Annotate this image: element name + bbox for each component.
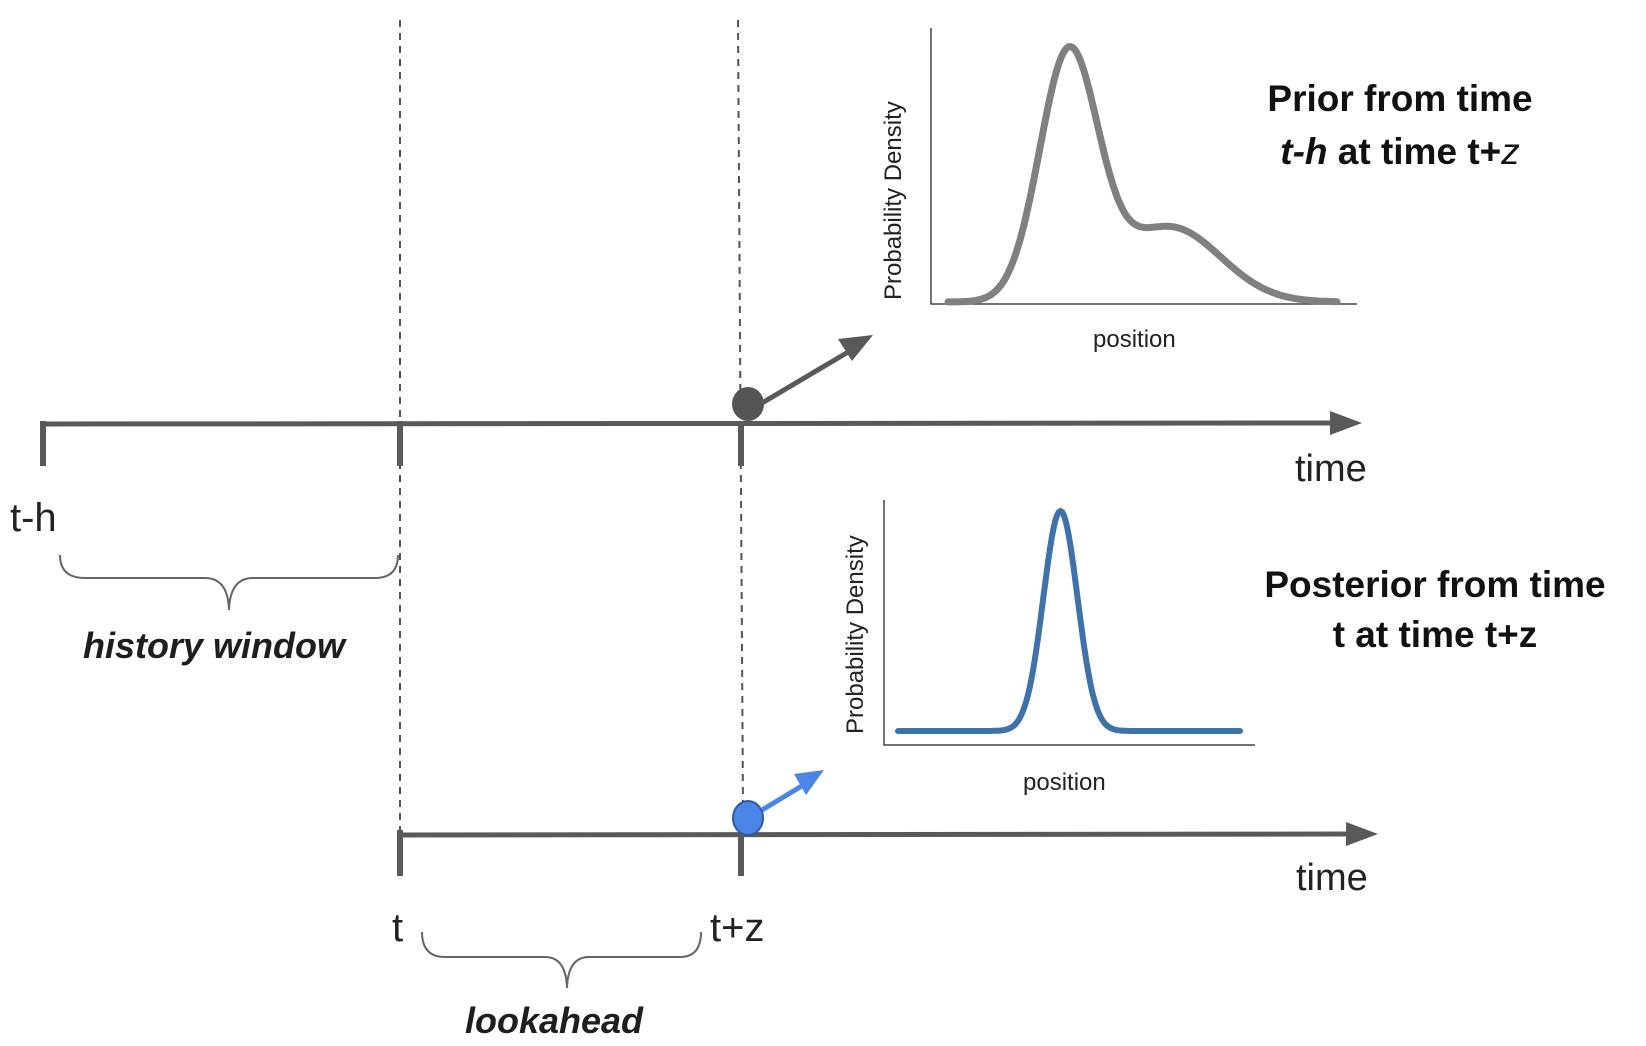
prior-title-italic: t-h <box>1280 131 1328 172</box>
posterior-density-curve <box>895 507 1243 734</box>
posterior-marker-dot <box>732 800 764 836</box>
posterior-x-axis-label: position <box>1023 769 1106 796</box>
timeline-bottom-axis-label: time <box>1296 857 1368 899</box>
prior-chart-axes <box>930 28 1357 305</box>
prior-marker-dot <box>732 387 764 421</box>
timeline-top-axis-label: time <box>1295 448 1367 490</box>
posterior-title-line2: t at time t+z <box>1332 614 1538 655</box>
timeline-bottom-axis <box>399 831 1353 838</box>
prior-title-line2: t-h at time t+z <box>1220 125 1580 178</box>
prior-title-z: z <box>1501 131 1520 172</box>
prior-pointer-arrow <box>760 342 862 406</box>
prior-density-curve <box>944 43 1341 306</box>
prior-title-line1: Prior from time <box>1267 78 1533 119</box>
timeline-top-arrowhead <box>1330 411 1362 435</box>
posterior-pointer-arrowhead <box>794 770 824 795</box>
tick-label-t-plus-z: t+z <box>710 906 765 950</box>
prior-pointer-arrowhead <box>838 335 873 361</box>
timeline-top-axis <box>42 420 1339 427</box>
timeline-bottom-arrowhead <box>1346 822 1378 846</box>
posterior-title: Posterior from time t at time t+z <box>1245 560 1625 660</box>
tick-label-t-minus-h: t-h <box>10 496 57 540</box>
prior-x-axis-label: position <box>1093 326 1176 353</box>
history-window-label: history window <box>83 625 346 666</box>
posterior-chart-axes <box>883 500 1255 746</box>
prior-title-mid: at time t+ <box>1327 131 1502 172</box>
prior-y-axis-label: Probability Density <box>880 101 907 300</box>
tick-label-t: t <box>392 906 404 950</box>
posterior-title-line1: Posterior from time <box>1264 564 1606 605</box>
posterior-y-axis-label: Probability Density <box>842 535 869 734</box>
prior-title: Prior from time t-h at time t+z <box>1220 72 1580 178</box>
lookahead-label: lookahead <box>465 1000 644 1041</box>
lookahead-brace <box>421 931 702 989</box>
history-window-brace <box>59 554 399 611</box>
